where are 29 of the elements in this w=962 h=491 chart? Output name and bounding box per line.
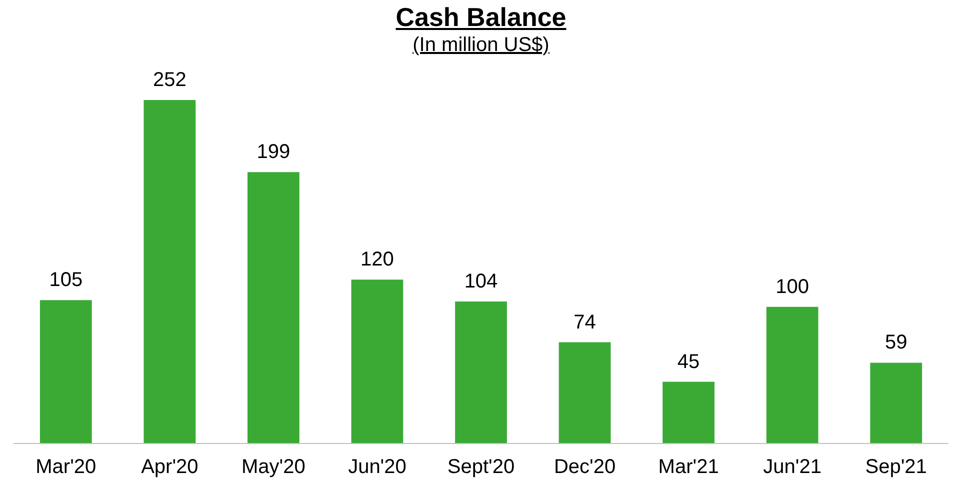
bar: [351, 280, 404, 443]
bar: [40, 300, 92, 443]
data-label: 120: [360, 248, 394, 271]
bar: [558, 342, 611, 443]
bar: [766, 306, 818, 443]
data-label: 45: [677, 350, 700, 373]
bar: [662, 382, 714, 443]
x-tick-label: Sept'20: [447, 456, 515, 478]
data-label: 104: [464, 270, 498, 292]
bar: [248, 172, 300, 443]
data-label: 59: [884, 332, 908, 354]
data-label: 74: [574, 311, 596, 334]
x-tick-label: Mar'20: [36, 456, 96, 478]
x-tick-label: May'20: [242, 456, 306, 478]
bar: [455, 301, 507, 443]
data-label: 199: [256, 141, 290, 164]
x-tick-label: Jun'20: [348, 456, 406, 478]
chart-subtitle: (In million US$): [412, 34, 550, 57]
chart-title: Cash Balance: [394, 2, 568, 33]
x-tick-label: Mar'21: [658, 456, 719, 478]
x-tick-label: Sep'21: [865, 456, 927, 478]
x-tick-label: Apr'20: [141, 456, 198, 478]
bar: [144, 100, 196, 443]
x-tick-label: Dec'20: [554, 456, 616, 478]
data-label: 252: [152, 69, 186, 91]
data-label: 105: [49, 269, 83, 292]
x-tick-label: Jun'21: [763, 456, 822, 478]
data-label: 100: [776, 276, 810, 298]
bar: [870, 362, 922, 443]
